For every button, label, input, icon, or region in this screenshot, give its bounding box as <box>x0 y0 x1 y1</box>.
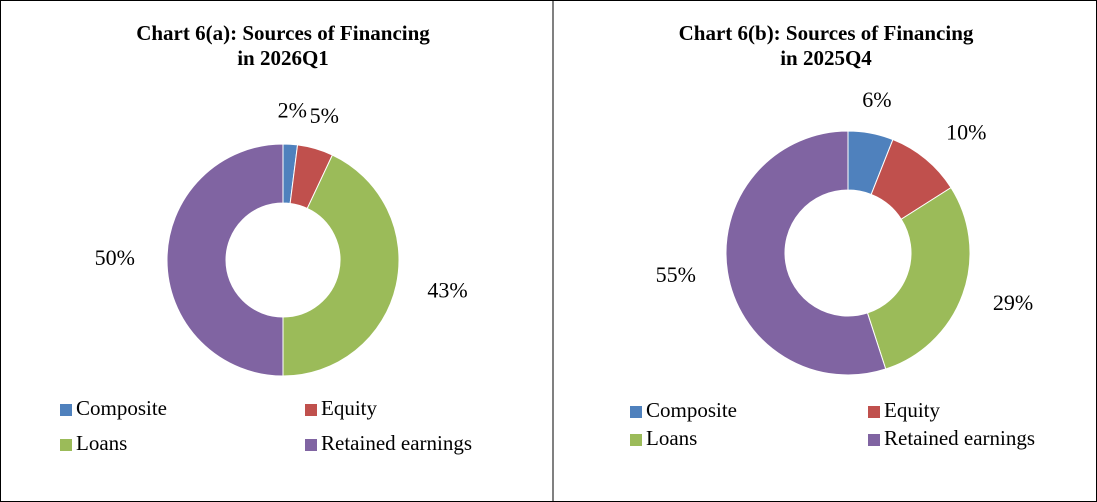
legend-swatch <box>305 404 317 416</box>
data-label: 43% <box>427 277 467 302</box>
chart-title: Chart 6(a): Sources of Financing <box>136 21 430 45</box>
legend-swatch <box>630 406 642 418</box>
data-label: 6% <box>862 87 891 112</box>
legend-swatch <box>60 439 72 451</box>
data-label: 29% <box>993 290 1033 315</box>
data-label: 55% <box>656 262 696 287</box>
legend-label: Equity <box>884 398 940 422</box>
data-label: 50% <box>95 245 135 270</box>
chart-title: Chart 6(b): Sources of Financing <box>679 21 974 45</box>
chart-subtitle: in 2025Q4 <box>780 46 872 70</box>
legend-swatch <box>868 434 880 446</box>
data-label: 2% <box>278 97 307 122</box>
legend-label: Composite <box>646 398 737 422</box>
donut-slice <box>725 130 887 376</box>
donut-slice <box>282 154 400 377</box>
donut-slice <box>166 143 284 377</box>
legend-label: Retained earnings <box>884 426 1035 450</box>
data-label: 5% <box>310 103 339 128</box>
legend-label: Composite <box>76 396 167 420</box>
chart-subtitle: in 2026Q1 <box>237 46 329 70</box>
donut-slice <box>866 186 971 370</box>
legend-label: Retained earnings <box>321 431 472 455</box>
legend-swatch <box>305 439 317 451</box>
legend-label: Loans <box>76 431 127 455</box>
legend-label: Loans <box>646 426 697 450</box>
legend-swatch <box>60 404 72 416</box>
legend-label: Equity <box>321 396 377 420</box>
data-label: 10% <box>946 119 986 144</box>
legend-swatch <box>868 406 880 418</box>
legend-swatch <box>630 434 642 446</box>
